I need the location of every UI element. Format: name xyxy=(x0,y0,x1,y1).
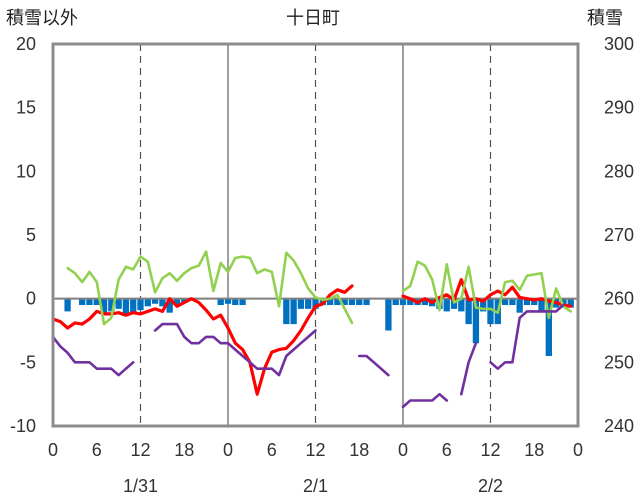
series-line-segment xyxy=(153,322,317,377)
date-label: 2/1 xyxy=(303,476,328,496)
precip-bar xyxy=(283,298,290,325)
x-tick-label: 12 xyxy=(480,440,500,460)
series-line-segment xyxy=(489,303,565,370)
precip-bar xyxy=(297,298,305,309)
precip-bar xyxy=(465,298,472,325)
precip-bar xyxy=(334,298,341,306)
precip-bar xyxy=(421,298,429,306)
precip-bar xyxy=(181,298,188,303)
x-tick-label: 0 xyxy=(48,440,58,460)
precip-bar xyxy=(531,298,538,306)
precip-bar xyxy=(385,298,392,331)
precip-bar xyxy=(144,298,151,307)
precip-bar xyxy=(509,298,516,306)
precip-bar xyxy=(501,298,509,306)
precip-bar xyxy=(239,298,246,306)
precip-bar xyxy=(472,298,480,344)
left-tick-label: -10 xyxy=(10,416,36,436)
precip-bar xyxy=(363,298,370,306)
x-tick-label: 0 xyxy=(398,440,408,460)
chart-title: 十日町 xyxy=(286,8,340,29)
precip-bar xyxy=(217,298,224,306)
precip-bar xyxy=(108,298,115,312)
precip-bar xyxy=(326,298,334,306)
precip-bar xyxy=(130,298,137,313)
date-label: 2/2 xyxy=(478,476,503,496)
precip-bar xyxy=(480,298,487,312)
precip-bar xyxy=(567,298,574,308)
series-line-segment xyxy=(358,354,390,377)
right-tick-label: 260 xyxy=(604,289,634,309)
left-tick-label: 10 xyxy=(16,161,36,181)
precip-bar xyxy=(79,298,86,306)
right-tick-label: 270 xyxy=(604,225,634,245)
x-tick-label: 18 xyxy=(524,440,544,460)
precip-bar xyxy=(173,298,181,306)
precip-bar xyxy=(224,298,232,304)
left-tick-label: 5 xyxy=(26,225,36,245)
right-tick-label: 300 xyxy=(604,34,634,54)
series-line-segment xyxy=(401,278,573,308)
x-tick-label: 6 xyxy=(92,440,102,460)
series-0 xyxy=(51,278,573,396)
right-tick-label: 240 xyxy=(604,416,634,436)
left-tick-label: 15 xyxy=(16,98,36,118)
precip-bar xyxy=(341,298,348,306)
precip-bar xyxy=(305,298,312,309)
precip-bar xyxy=(407,298,414,306)
precip-bar xyxy=(93,298,100,306)
plot-frame xyxy=(51,42,580,428)
precip-bar xyxy=(538,298,545,312)
x-tick-label: 18 xyxy=(349,440,369,460)
right-axis-label: 積雪 xyxy=(587,8,623,29)
series-line-segment xyxy=(401,260,572,320)
precip-bar xyxy=(523,298,531,306)
precip-bar xyxy=(458,298,465,312)
precip-bar xyxy=(232,298,239,306)
precip-bar xyxy=(312,298,319,309)
x-tick-label: 12 xyxy=(130,440,150,460)
precip-bar xyxy=(115,298,122,309)
precip-bar xyxy=(64,298,71,312)
series-line-segment xyxy=(51,335,135,377)
left-axis-label: 積雪以外 xyxy=(6,8,78,29)
left-tick-label: 20 xyxy=(16,34,36,54)
precip-bar xyxy=(86,298,93,306)
x-tick-label: 18 xyxy=(174,440,194,460)
right-tick-label: 280 xyxy=(604,161,634,181)
precip-bar xyxy=(348,298,356,306)
precip-bar xyxy=(137,298,144,311)
precip-bar xyxy=(487,298,494,325)
series-line-segment xyxy=(401,392,449,409)
x-tick-label: 12 xyxy=(305,440,325,460)
precip-bar xyxy=(290,298,297,325)
precip-bar xyxy=(356,298,363,306)
left-tick-label: -5 xyxy=(20,352,36,372)
x-tick-label: 0 xyxy=(573,440,583,460)
x-tick-label: 6 xyxy=(442,440,452,460)
x-tick-label: 0 xyxy=(223,440,233,460)
x-tick-label: 6 xyxy=(267,440,277,460)
precip-bar xyxy=(166,298,173,313)
left-tick-label: 0 xyxy=(26,289,36,309)
series-1 xyxy=(66,250,572,326)
right-tick-label: 250 xyxy=(604,352,634,372)
right-tick-label: 290 xyxy=(604,98,634,118)
precip-bar xyxy=(100,298,108,313)
precip-bar xyxy=(122,298,130,316)
precip-bar xyxy=(151,298,159,304)
precip-bar xyxy=(399,298,407,306)
series-line-segment xyxy=(460,341,478,396)
precip-bar xyxy=(516,298,523,313)
date-label: 1/31 xyxy=(123,476,158,496)
precip-bar xyxy=(159,298,166,307)
precip-bar xyxy=(392,298,399,306)
precip-bar xyxy=(545,298,552,356)
series-2 xyxy=(51,303,565,409)
series-line-segment xyxy=(66,250,354,326)
precip-bar xyxy=(443,298,450,312)
